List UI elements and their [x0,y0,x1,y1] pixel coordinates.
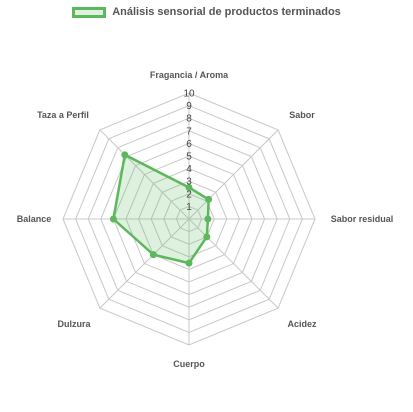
tick-label: 8 [186,114,192,125]
data-point [185,184,193,191]
axis-spoke [188,218,279,309]
tick-label: 1 [186,202,192,213]
tick-label: 3 [186,177,192,188]
axis-label: Acidez [287,319,317,329]
tick-label: 9 [186,101,192,112]
data-point [204,215,212,223]
axis-label: Sabor [289,110,315,120]
axis-label: Sabor residual [331,214,394,224]
tick-label: 10 [183,89,195,100]
data-point [205,195,213,203]
axis-label: Cuerpo [173,359,205,369]
axis-label: Fragancia / Aroma [150,70,229,80]
axis-spoke [188,129,279,220]
tick-label: 6 [186,139,192,150]
axis-spoke [99,129,190,220]
legend-label: Análisis sensorial de productos terminad… [112,6,341,18]
axis-label: Taza a Perfil [37,110,89,120]
axis-spoke [99,218,190,309]
tick-label: 4 [186,164,192,175]
tick-label: 5 [186,152,192,163]
data-point [185,259,193,267]
legend[interactable]: Análisis sensorial de productos terminad… [0,6,413,18]
data-point [121,151,129,159]
tick-label: 2 [186,189,192,200]
legend-swatch [72,6,107,18]
tick-label: 7 [186,126,192,137]
data-point [109,215,117,223]
axis-label: Dulzura [57,319,91,329]
data-point [203,233,211,241]
axis-label: Balance [17,214,52,224]
data-point [149,251,157,259]
